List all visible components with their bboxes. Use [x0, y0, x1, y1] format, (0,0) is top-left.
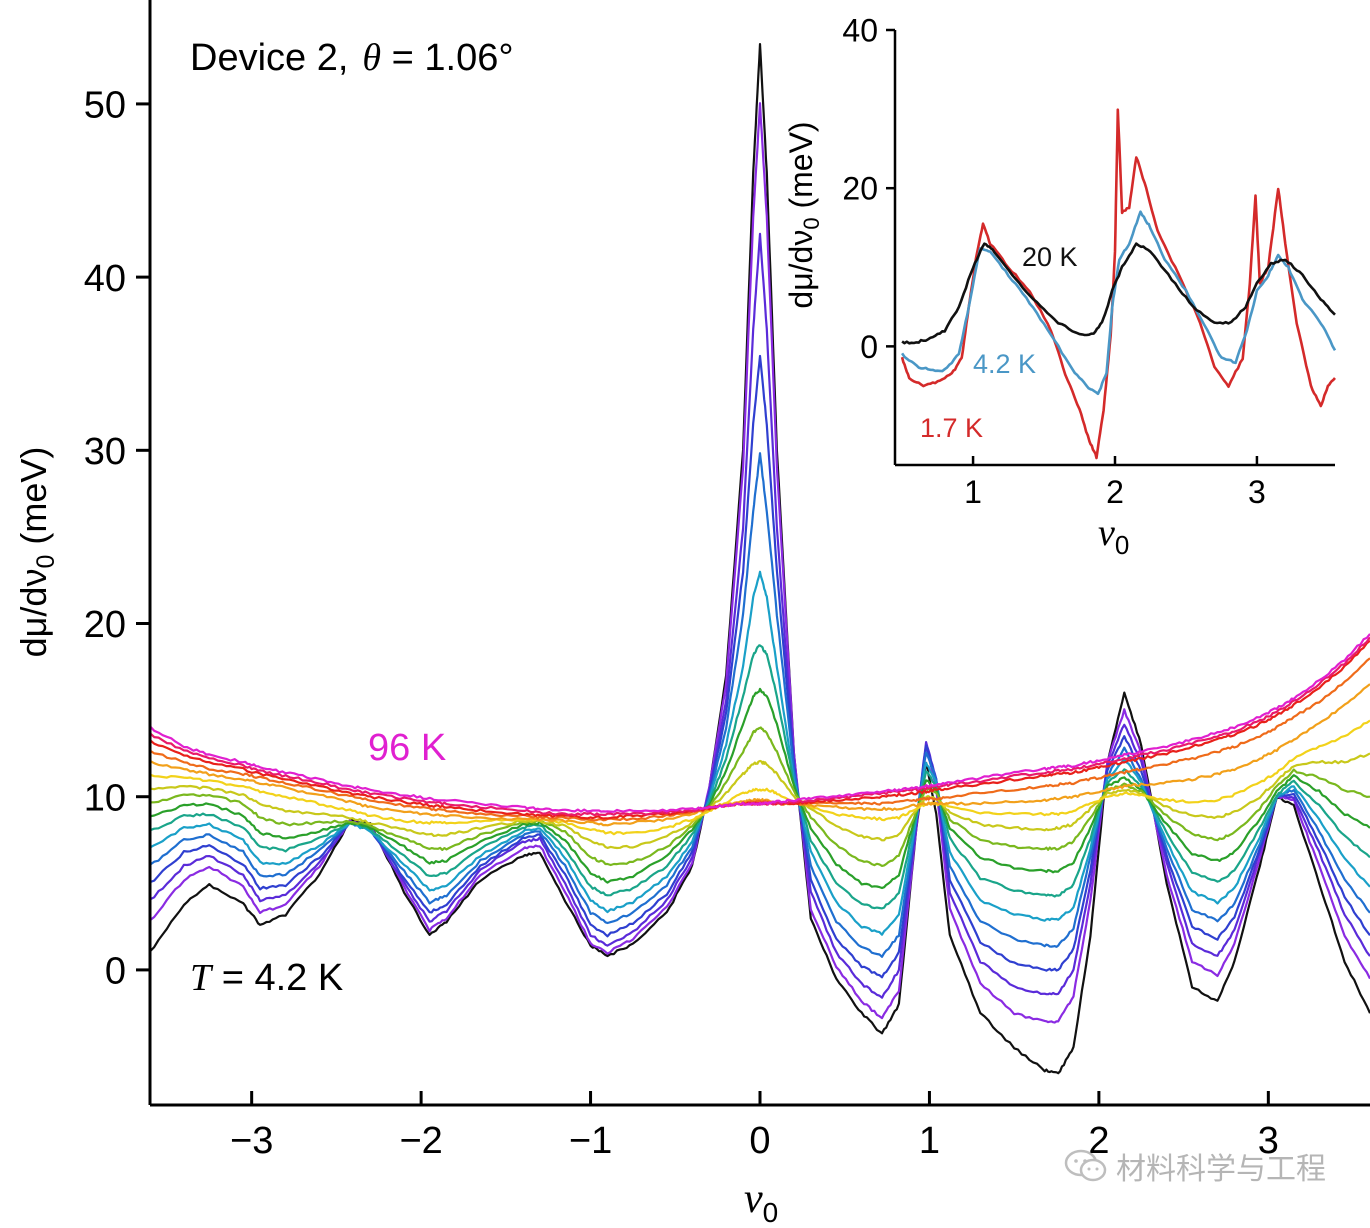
label-96K: 96 K [368, 727, 446, 769]
inset-series-group [900, 108, 1337, 460]
main-x-tick-label: −1 [569, 1120, 612, 1162]
inset-y-axis-label: dμ/dν0 (meV) [783, 121, 824, 308]
T-value: = 4.2 K [211, 957, 343, 999]
main-y-tick-label: 50 [84, 85, 126, 127]
inset-label-20K: 20 K [1022, 242, 1078, 272]
main-y-tick-label: 30 [84, 431, 126, 473]
main-annotation-device: Device 2, θ = 1.06° [190, 37, 514, 79]
inset-x-ticks: 1 2 3 [964, 456, 1266, 510]
inset-label-1.7K: 1.7 K [920, 413, 983, 443]
inset-ylabel-suffix: (meV) [783, 121, 819, 217]
main-y-tick-label: 0 [105, 951, 126, 993]
T-symbol: T [190, 957, 214, 999]
main-y-ticks: 0 10 20 30 40 50 [84, 85, 150, 993]
main-series-20k [149, 570, 1370, 936]
main-series-33k [149, 726, 1370, 867]
main-series-39k [149, 752, 1370, 850]
main-series-24k [149, 644, 1370, 910]
main-series-28k [149, 687, 1370, 890]
inset-xlabel-sub: 0 [1115, 530, 1129, 560]
theta-symbol: θ [362, 37, 381, 79]
main-y-tick-label: 40 [84, 258, 126, 300]
inset-series-4p2k [901, 210, 1337, 396]
main-ylabel-prefix: dμ/dν [13, 569, 54, 658]
main-xlabel: ν [744, 1176, 763, 1222]
inset-series-20k [901, 242, 1336, 345]
main-x-tick-label: 3 [1258, 1120, 1279, 1162]
main-series-46k [149, 719, 1370, 836]
main-xlabel-sub: 0 [763, 1197, 779, 1228]
main-series-group [149, 43, 1370, 1075]
main-x-tick-label: 0 [749, 1120, 770, 1162]
main-series-16k [149, 452, 1370, 958]
main-x-tick-label: −2 [399, 1120, 442, 1162]
inset-y-tick-label: 20 [842, 171, 878, 207]
main-series-80k [149, 639, 1370, 820]
main-ylabel-sub: 0 [32, 555, 60, 569]
device-label: Device 2, [190, 37, 348, 79]
inset-x-tick-label: 3 [1248, 474, 1266, 510]
inset-y-ticks: 0 20 40 [842, 13, 895, 365]
main-x-tick-label: 1 [919, 1120, 940, 1162]
main-y-tick-label: 10 [84, 777, 126, 819]
main-series-67k [149, 657, 1370, 822]
main-x-axis-label: ν0 [744, 1176, 778, 1228]
theta-value: = 1.06° [381, 37, 513, 79]
main-x-ticks: −3 −2 −1 0 1 2 3 [230, 1091, 1279, 1162]
main-x-tick-label: 2 [1088, 1120, 1109, 1162]
inset-ylabel-sub: 0 [799, 217, 824, 229]
inset-y-tick-label: 40 [842, 13, 878, 49]
inset-x-axis-label: ν0 [1098, 512, 1129, 560]
inset-y-tick-label: 0 [860, 329, 878, 365]
main-y-tick-label: 20 [84, 604, 126, 646]
main-series-88k [149, 636, 1370, 817]
inset-x-tick-label: 1 [964, 474, 982, 510]
inset-x-tick-label: 2 [1106, 474, 1124, 510]
inset-ylabel-prefix: dμ/dν [783, 230, 819, 309]
inset-xlabel: ν [1098, 512, 1115, 554]
main-x-tick-label: −3 [230, 1120, 273, 1162]
main-series-96k [149, 633, 1370, 813]
main-y-axis-label: dμ/dν0 (meV) [13, 447, 60, 658]
main-ylabel-suffix: (meV) [13, 447, 54, 555]
main-annotation-temperature: T = 4.2 K [190, 957, 343, 999]
inset-label-4.2K: 4.2 K [973, 349, 1036, 379]
